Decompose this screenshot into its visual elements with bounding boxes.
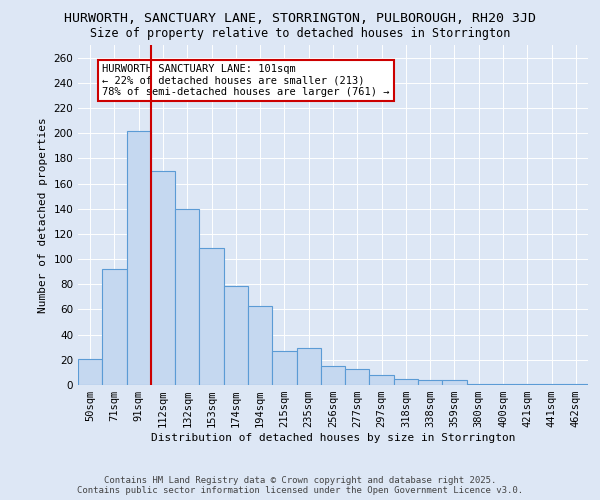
Text: HURWORTH, SANCTUARY LANE, STORRINGTON, PULBOROUGH, RH20 3JD: HURWORTH, SANCTUARY LANE, STORRINGTON, P… [64, 12, 536, 26]
Y-axis label: Number of detached properties: Number of detached properties [38, 117, 48, 313]
Bar [345, 368, 370, 385]
Bar [321, 366, 345, 385]
Bar [78, 358, 102, 385]
Bar [102, 269, 127, 385]
Text: Contains HM Land Registry data © Crown copyright and database right 2025.
Contai: Contains HM Land Registry data © Crown c… [77, 476, 523, 495]
Text: HURWORTH SANCTUARY LANE: 101sqm
← 22% of detached houses are smaller (213)
78% o: HURWORTH SANCTUARY LANE: 101sqm ← 22% of… [102, 64, 390, 97]
Bar [224, 286, 248, 385]
Bar [151, 171, 175, 385]
Bar [175, 208, 199, 385]
Bar [515, 384, 539, 385]
Bar [199, 248, 224, 385]
Bar [272, 351, 296, 385]
Bar [467, 384, 491, 385]
X-axis label: Distribution of detached houses by size in Storrington: Distribution of detached houses by size … [151, 433, 515, 443]
Bar [394, 378, 418, 385]
Bar [418, 380, 442, 385]
Bar [539, 384, 564, 385]
Bar [127, 130, 151, 385]
Bar [296, 348, 321, 385]
Text: Size of property relative to detached houses in Storrington: Size of property relative to detached ho… [90, 28, 510, 40]
Bar [248, 306, 272, 385]
Bar [370, 375, 394, 385]
Bar [564, 384, 588, 385]
Bar [442, 380, 467, 385]
Bar [491, 384, 515, 385]
